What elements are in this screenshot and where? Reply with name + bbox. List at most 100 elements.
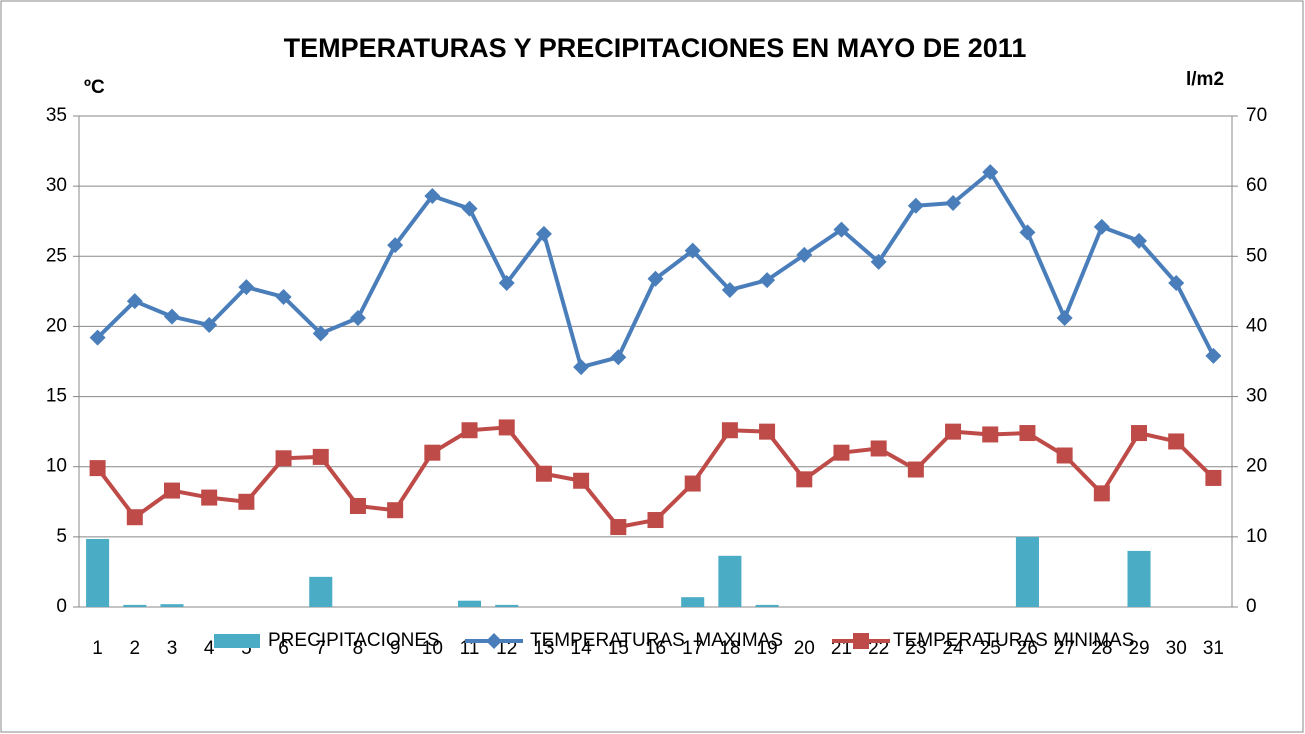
x-tick-label: 14 xyxy=(571,638,593,659)
y2-tick-label: 50 xyxy=(1246,245,1267,266)
marker xyxy=(349,310,366,327)
marker xyxy=(647,512,664,529)
bar xyxy=(755,604,779,607)
marker xyxy=(1056,447,1073,464)
marker xyxy=(647,270,664,287)
x-tick-label: 24 xyxy=(942,638,964,659)
x-tick-label: 19 xyxy=(757,638,778,659)
y-tick-label: 5 xyxy=(56,526,67,547)
marker xyxy=(759,272,776,289)
y-axis-label: ºC xyxy=(84,77,105,98)
marker xyxy=(945,423,962,440)
marker xyxy=(1093,485,1110,502)
marker xyxy=(238,493,255,510)
marker xyxy=(312,325,329,342)
marker xyxy=(573,359,590,376)
marker xyxy=(424,187,441,204)
x-tick-label: 2 xyxy=(130,638,141,659)
marker xyxy=(535,465,552,482)
marker xyxy=(870,440,887,457)
x-tick-label: 27 xyxy=(1054,638,1075,659)
marker xyxy=(238,279,255,296)
marker xyxy=(1019,224,1036,241)
marker xyxy=(387,502,404,519)
bar xyxy=(309,576,333,607)
x-tick-label: 11 xyxy=(460,638,480,659)
y-tick-label: 35 xyxy=(46,105,67,126)
bar xyxy=(458,600,482,607)
x-tick-label: 22 xyxy=(868,638,889,659)
marker xyxy=(461,422,478,439)
marker xyxy=(796,246,813,263)
y-tick-label: 20 xyxy=(46,315,67,336)
marker xyxy=(535,225,552,242)
marker xyxy=(759,423,776,440)
y-tick-label: 0 xyxy=(56,596,67,617)
y-tick-label: 15 xyxy=(46,386,67,407)
legend-label: PRECIPITACIONES xyxy=(268,630,440,651)
marker xyxy=(796,471,813,488)
marker xyxy=(833,221,850,238)
x-tick-label: 29 xyxy=(1128,638,1149,659)
legend-swatch xyxy=(214,634,260,648)
marker xyxy=(833,444,850,461)
marker xyxy=(721,422,738,439)
marker xyxy=(945,194,962,211)
marker xyxy=(1019,425,1036,442)
x-tick-label: 23 xyxy=(905,638,926,659)
x-tick-label: 16 xyxy=(645,638,666,659)
marker xyxy=(89,460,106,477)
marker xyxy=(1205,469,1222,486)
marker xyxy=(1093,218,1110,235)
marker xyxy=(907,197,924,214)
x-tick-label: 17 xyxy=(682,638,703,659)
bar xyxy=(1015,536,1039,607)
x-tick-label: 12 xyxy=(496,638,517,659)
marker xyxy=(907,461,924,478)
x-tick-label: 3 xyxy=(167,638,178,659)
x-tick-label: 21 xyxy=(831,638,852,659)
marker xyxy=(312,448,329,465)
y-tick-label: 25 xyxy=(46,245,67,266)
x-tick-label: 18 xyxy=(719,638,740,659)
marker xyxy=(387,237,404,254)
bar xyxy=(123,604,147,607)
marker xyxy=(610,519,627,536)
legend-label: TEMPERATURAS MAXIMAS xyxy=(530,630,783,651)
x-tick-label: 26 xyxy=(1017,638,1038,659)
x-tick-label: 5 xyxy=(241,638,252,659)
marker xyxy=(163,308,180,325)
marker xyxy=(610,349,627,366)
marker xyxy=(424,444,441,461)
marker xyxy=(982,426,999,443)
legend-marker xyxy=(853,633,869,649)
x-tick-label: 9 xyxy=(390,638,401,659)
marker xyxy=(1168,274,1185,291)
x-tick-label: 6 xyxy=(278,638,289,659)
marker xyxy=(163,482,180,499)
marker xyxy=(498,419,515,436)
marker xyxy=(1168,433,1185,450)
x-tick-label: 10 xyxy=(422,638,443,659)
x-tick-label: 25 xyxy=(980,638,1001,659)
marker xyxy=(126,293,143,310)
marker xyxy=(1131,232,1148,249)
marker xyxy=(201,317,218,334)
x-tick-label: 20 xyxy=(794,638,815,659)
y2-tick-label: 0 xyxy=(1246,596,1257,617)
y2-tick-label: 70 xyxy=(1246,105,1267,126)
x-tick-label: 7 xyxy=(315,638,326,659)
y-tick-label: 10 xyxy=(46,456,67,477)
marker xyxy=(201,489,218,506)
x-tick-label: 15 xyxy=(608,638,629,659)
marker xyxy=(1131,425,1148,442)
marker xyxy=(982,164,999,181)
y2-tick-label: 60 xyxy=(1246,175,1267,196)
marker xyxy=(1205,347,1222,364)
marker xyxy=(573,472,590,489)
y2-axis-label: l/m2 xyxy=(1186,69,1224,90)
y2-tick-label: 20 xyxy=(1246,456,1267,477)
bar xyxy=(86,538,110,607)
